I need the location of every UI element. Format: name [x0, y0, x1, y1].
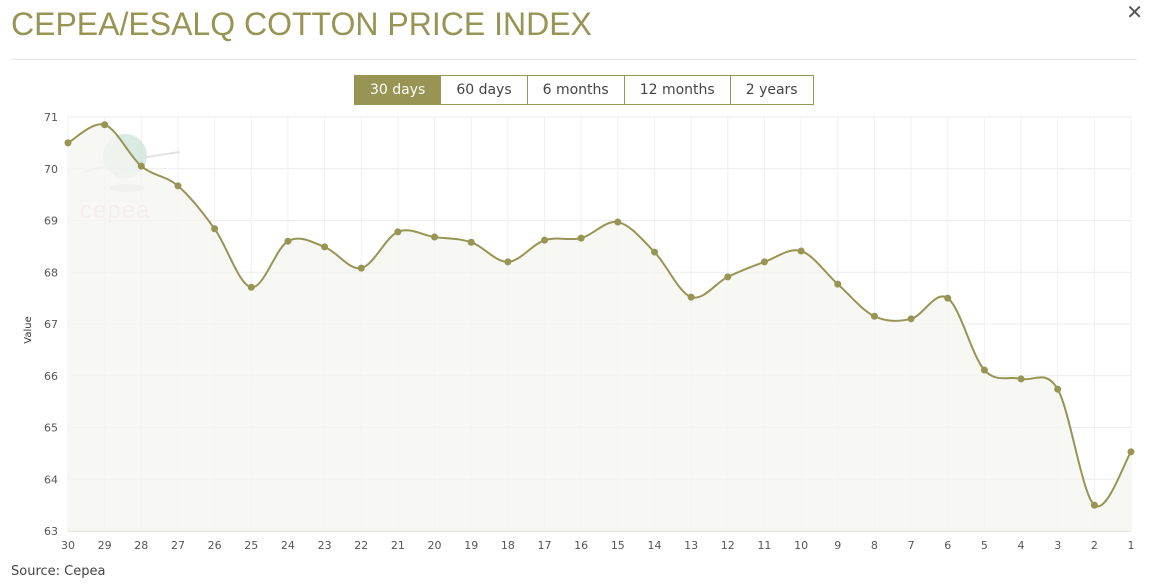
data-point [211, 225, 219, 233]
data-point [1054, 385, 1062, 393]
x-tick-label: 27 [171, 539, 185, 552]
data-point [174, 182, 182, 190]
y-tick-label: 64 [44, 473, 58, 486]
tab-12-months[interactable]: 12 months [623, 76, 730, 104]
data-point [760, 258, 768, 266]
close-icon[interactable]: ✕ [1126, 0, 1143, 24]
divider [11, 59, 1137, 60]
x-tick-label: 9 [834, 539, 841, 552]
data-point [467, 238, 475, 246]
x-tick-label: 28 [134, 539, 148, 552]
page-title: CEPEA/ESALQ COTTON PRICE INDEX [11, 6, 592, 42]
x-tick-label: 20 [428, 539, 442, 552]
data-point [687, 293, 695, 301]
period-tabs: 30 days 60 days 6 months 12 months 2 years [354, 75, 814, 105]
x-tick-label: 29 [98, 539, 112, 552]
x-tick-label: 1 [1128, 539, 1135, 552]
x-tick-label: 22 [354, 539, 368, 552]
tab-30-days[interactable]: 30 days [355, 76, 441, 104]
data-point [541, 236, 549, 244]
y-tick-label: 71 [44, 111, 58, 124]
x-tick-label: 2 [1091, 539, 1098, 552]
tab-60-days[interactable]: 60 days [440, 76, 527, 104]
data-point [614, 218, 622, 226]
x-tick-label: 18 [501, 539, 515, 552]
x-tick-label: 19 [464, 539, 478, 552]
x-tick-label: 17 [538, 539, 552, 552]
y-tick-label: 65 [44, 422, 58, 435]
data-point [137, 162, 145, 170]
x-tick-label: 16 [574, 539, 588, 552]
data-point [1090, 501, 1098, 509]
x-tick-label: 23 [318, 539, 332, 552]
x-tick-label: 26 [208, 539, 222, 552]
x-tick-label: 10 [794, 539, 808, 552]
data-point [1017, 375, 1025, 383]
y-tick-label: 67 [44, 318, 58, 331]
data-point [650, 248, 658, 256]
y-tick-label: 69 [44, 215, 58, 228]
series-area [68, 124, 1131, 531]
data-point [357, 264, 365, 272]
x-tick-label: 5 [981, 539, 988, 552]
x-tick-label: 30 [61, 539, 75, 552]
y-axis-label: Value [23, 316, 34, 343]
data-point [247, 283, 255, 291]
data-point [907, 315, 915, 323]
x-tick-label: 12 [721, 539, 735, 552]
data-point [64, 139, 72, 147]
x-tick-label: 11 [757, 539, 771, 552]
source-note: Source: Cepea [11, 564, 106, 579]
x-tick-label: 25 [244, 539, 258, 552]
data-point [321, 243, 329, 251]
x-tick-label: 21 [391, 539, 405, 552]
tab-2-years[interactable]: 2 years [729, 76, 813, 104]
x-tick-label: 14 [647, 539, 661, 552]
y-tick-label: 68 [44, 266, 58, 279]
x-tick-label: 7 [908, 539, 915, 552]
data-point [797, 247, 805, 255]
data-point [504, 258, 512, 266]
data-point [870, 312, 878, 320]
data-point [834, 280, 842, 288]
y-tick-label: 70 [44, 163, 58, 176]
data-point [944, 294, 952, 302]
x-tick-label: 4 [1018, 539, 1025, 552]
data-point [101, 121, 109, 129]
data-point [980, 366, 988, 374]
data-point [1127, 448, 1135, 456]
data-point [394, 228, 402, 236]
x-tick-label: 13 [684, 539, 698, 552]
x-tick-label: 15 [611, 539, 625, 552]
y-tick-label: 66 [44, 370, 58, 383]
x-tick-label: 8 [871, 539, 878, 552]
x-tick-label: 3 [1054, 539, 1061, 552]
data-point [431, 233, 439, 241]
x-tick-label: 24 [281, 539, 295, 552]
tab-6-months[interactable]: 6 months [526, 76, 624, 104]
data-point [284, 237, 292, 245]
y-tick-label: 63 [44, 525, 58, 538]
data-point [577, 234, 585, 242]
x-tick-label: 6 [944, 539, 951, 552]
data-point [724, 273, 732, 281]
